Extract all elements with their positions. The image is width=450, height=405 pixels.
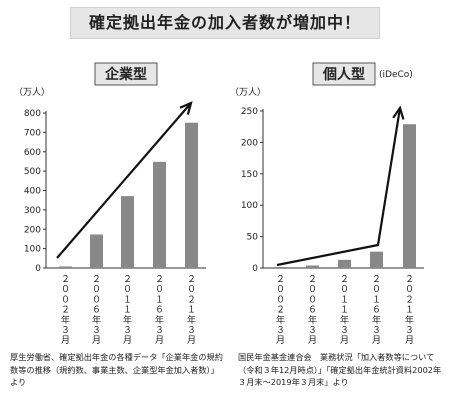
panel-title-box-kigyo <box>94 62 158 86</box>
main-title: 確定拠出年金の加入者数が増加中！ <box>70 7 380 39</box>
panel-kojin: 個人型 (iDeCo) （万人） 0 50 100 150 200 250 ２００２年３月 ２００６… <box>230 62 424 346</box>
bar-kigyo <box>185 122 198 268</box>
unit-label-kojin: （万人） <box>230 87 266 98</box>
y-tick-label: 700 <box>24 128 41 138</box>
panel-title-box-kojin <box>312 62 376 86</box>
y-tick-label: 0 <box>35 264 41 274</box>
y-tick-label: 100 <box>241 201 258 211</box>
y-tick-label: 400 <box>24 187 41 197</box>
panel-subtitle-kojin: (iDeCo) <box>379 70 413 80</box>
y-tick-label: 100 <box>24 245 41 255</box>
x-tick-label: ２００２年３月 <box>61 275 70 346</box>
y-tick-label: 150 <box>241 170 258 180</box>
bar-kojin <box>306 265 319 268</box>
trend-arrow-kigyo <box>56 102 192 259</box>
bar-kojin <box>274 267 287 268</box>
x-tick-label: ２０２１年３月 <box>405 275 414 346</box>
x-tick-label: ２０１６年３月 <box>155 275 164 346</box>
y-tick-label: 200 <box>24 225 41 235</box>
bar-kigyo <box>121 196 134 268</box>
bar-kigyo <box>153 161 166 268</box>
bar-kojin <box>370 251 383 268</box>
bar-kojin <box>403 124 416 268</box>
unit-label-kigyo: （万人） <box>14 87 50 98</box>
y-tick-label: 300 <box>24 206 41 216</box>
trend-arrowhead-kigyo <box>179 101 193 115</box>
y-tick-label: 200 <box>241 138 258 148</box>
panel-kigyo: 企業型 （万人） 0 100 200 300 400 500 600 700 800 ２００２年３月 ２… <box>14 62 206 346</box>
trend-arrow-kojin <box>276 107 402 267</box>
trend-arrowhead-kojin <box>392 105 405 120</box>
x-tick-label: ２００６年３月 <box>308 275 317 346</box>
source-note-kigyo: 厚生労働省、確定拠出年金の各種データ「企業年金の規約数等の推移（規約数、事業主数… <box>10 352 223 387</box>
x-tick-label: ２００６年３月 <box>92 275 101 346</box>
bar-kojin <box>338 259 351 268</box>
source-note-kojin: 国民年金基金連合会 業務状況「加入者数等について（令和３年12月時点）」「確定拠… <box>238 352 442 387</box>
panel-title-kigyo: 企業型 <box>104 66 147 83</box>
y-tick-label: 800 <box>24 109 41 119</box>
bar-kigyo <box>59 266 72 268</box>
panel-title-kojin: 個人型 <box>322 66 365 83</box>
y-tick-label: 50 <box>247 233 259 243</box>
x-tick-label: ２０１１年３月 <box>340 275 349 346</box>
y-tick-label: 500 <box>24 167 41 177</box>
y-tick-label: 250 <box>241 107 258 117</box>
x-tick-label: ２０１１年３月 <box>123 275 132 346</box>
x-tick-label: ２００２年３月 <box>276 275 285 346</box>
bar-kigyo <box>90 234 103 268</box>
y-tick-label: 600 <box>24 148 41 158</box>
x-tick-label: ２０２１年３月 <box>187 275 196 346</box>
x-tick-label: ２０１６年３月 <box>372 275 381 346</box>
y-tick-label: 0 <box>252 264 258 274</box>
